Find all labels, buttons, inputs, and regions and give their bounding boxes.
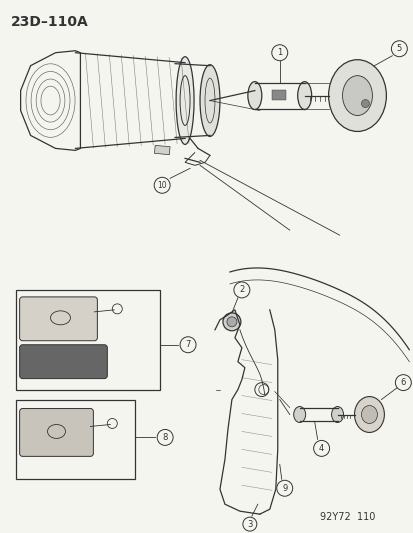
Ellipse shape [328, 60, 385, 132]
Bar [154, 146, 170, 155]
Ellipse shape [199, 64, 219, 136]
Text: 5: 5 [396, 44, 401, 53]
Circle shape [313, 440, 329, 456]
Circle shape [180, 337, 196, 353]
Circle shape [390, 41, 406, 56]
Text: 7: 7 [185, 340, 190, 349]
Ellipse shape [247, 82, 261, 109]
Text: 10: 10 [157, 181, 166, 190]
Text: 23D–110A: 23D–110A [11, 15, 88, 29]
Circle shape [394, 375, 411, 391]
Ellipse shape [176, 56, 194, 144]
Ellipse shape [361, 100, 368, 108]
Bar [16, 400, 135, 479]
Circle shape [242, 517, 256, 531]
Text: 6: 6 [400, 378, 405, 387]
Ellipse shape [361, 406, 377, 424]
Text: 3: 3 [247, 520, 252, 529]
Bar [16, 290, 160, 390]
Text: 8: 8 [162, 433, 167, 442]
Circle shape [276, 480, 292, 496]
Text: 2: 2 [239, 285, 244, 294]
Text: 4: 4 [318, 444, 323, 453]
Ellipse shape [226, 317, 236, 327]
Ellipse shape [331, 407, 343, 423]
Bar [271, 90, 285, 100]
Ellipse shape [354, 397, 384, 432]
Circle shape [157, 430, 173, 446]
Circle shape [233, 282, 249, 298]
Circle shape [271, 45, 287, 61]
Text: 1: 1 [276, 48, 282, 57]
Text: 9: 9 [281, 484, 287, 492]
Ellipse shape [297, 82, 311, 109]
Ellipse shape [223, 313, 240, 331]
Circle shape [154, 177, 170, 193]
Ellipse shape [342, 76, 372, 116]
FancyBboxPatch shape [19, 297, 97, 341]
FancyBboxPatch shape [19, 408, 93, 456]
Ellipse shape [293, 407, 305, 423]
Text: 92Y72  110: 92Y72 110 [319, 512, 374, 522]
FancyBboxPatch shape [19, 345, 107, 378]
